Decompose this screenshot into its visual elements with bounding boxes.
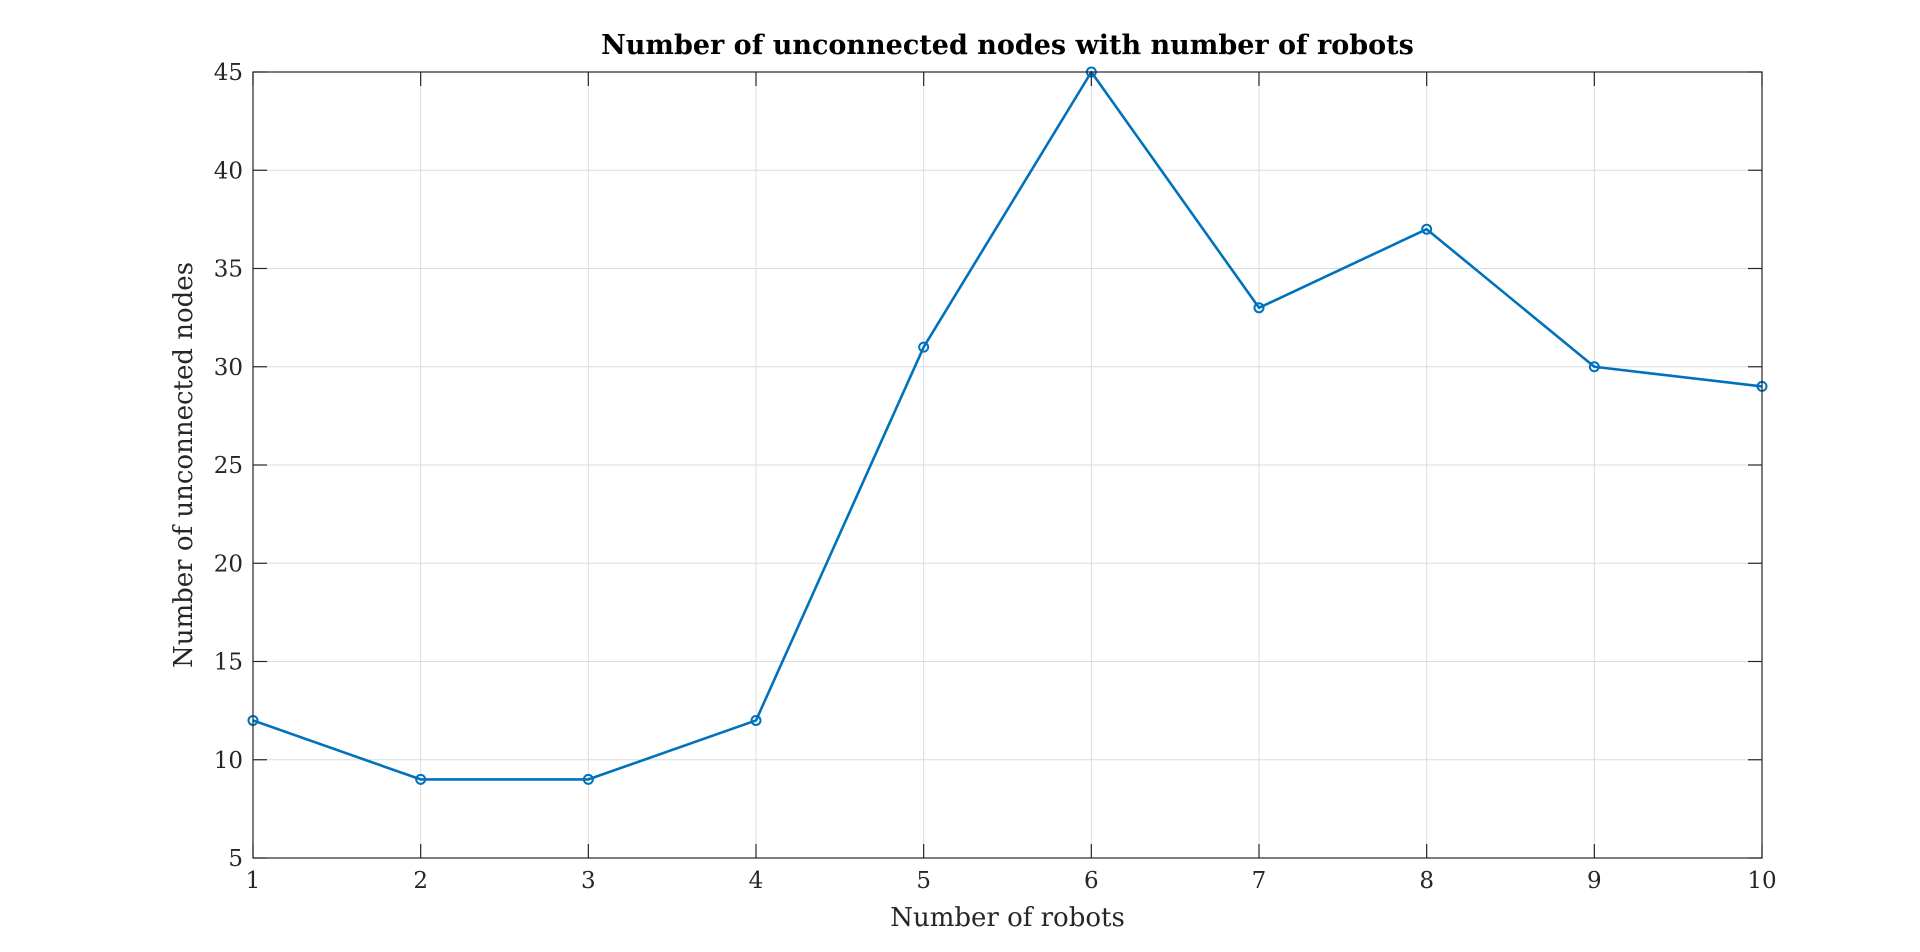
x-tick-label: 8	[1419, 868, 1434, 894]
data-point-marker	[1253, 302, 1265, 314]
x-axis-label: Number of robots	[890, 903, 1125, 933]
chart-title: Number of unconnected nodes with number …	[601, 30, 1414, 61]
series-line	[252, 70, 1763, 781]
y-tick-label: 10	[214, 748, 243, 774]
x-tick-label: 5	[916, 868, 931, 894]
y-tick-label: 5	[228, 846, 243, 872]
data-point-marker	[1421, 223, 1433, 235]
data-point-marker	[1588, 361, 1600, 373]
x-tick-label: 10	[1747, 868, 1776, 894]
data-point-marker	[750, 714, 762, 726]
plot-area	[247, 66, 1768, 785]
y-tick-label: 40	[214, 158, 243, 184]
x-tick-label: 2	[413, 868, 428, 894]
x-tick-label: 7	[1252, 868, 1267, 894]
data-point-marker	[582, 773, 594, 785]
grid	[253, 72, 1762, 858]
y-tick-label: 30	[214, 355, 243, 381]
y-tick-label: 20	[214, 551, 243, 577]
y-tick-label: 15	[214, 650, 243, 676]
y-tick-label: 35	[214, 257, 243, 283]
x-tick-label: 9	[1587, 868, 1602, 894]
data-point-marker	[415, 773, 427, 785]
y-tick-label: 25	[214, 453, 243, 479]
y-axis-label: Number of unconnected nodes	[169, 262, 199, 668]
x-tick-label: 4	[749, 868, 764, 894]
x-tick-label: 1	[246, 868, 261, 894]
y-tick-label: 45	[214, 60, 243, 86]
x-tick-label: 3	[581, 868, 596, 894]
x-tick-label: 6	[1084, 868, 1099, 894]
data-point-marker	[918, 341, 930, 353]
